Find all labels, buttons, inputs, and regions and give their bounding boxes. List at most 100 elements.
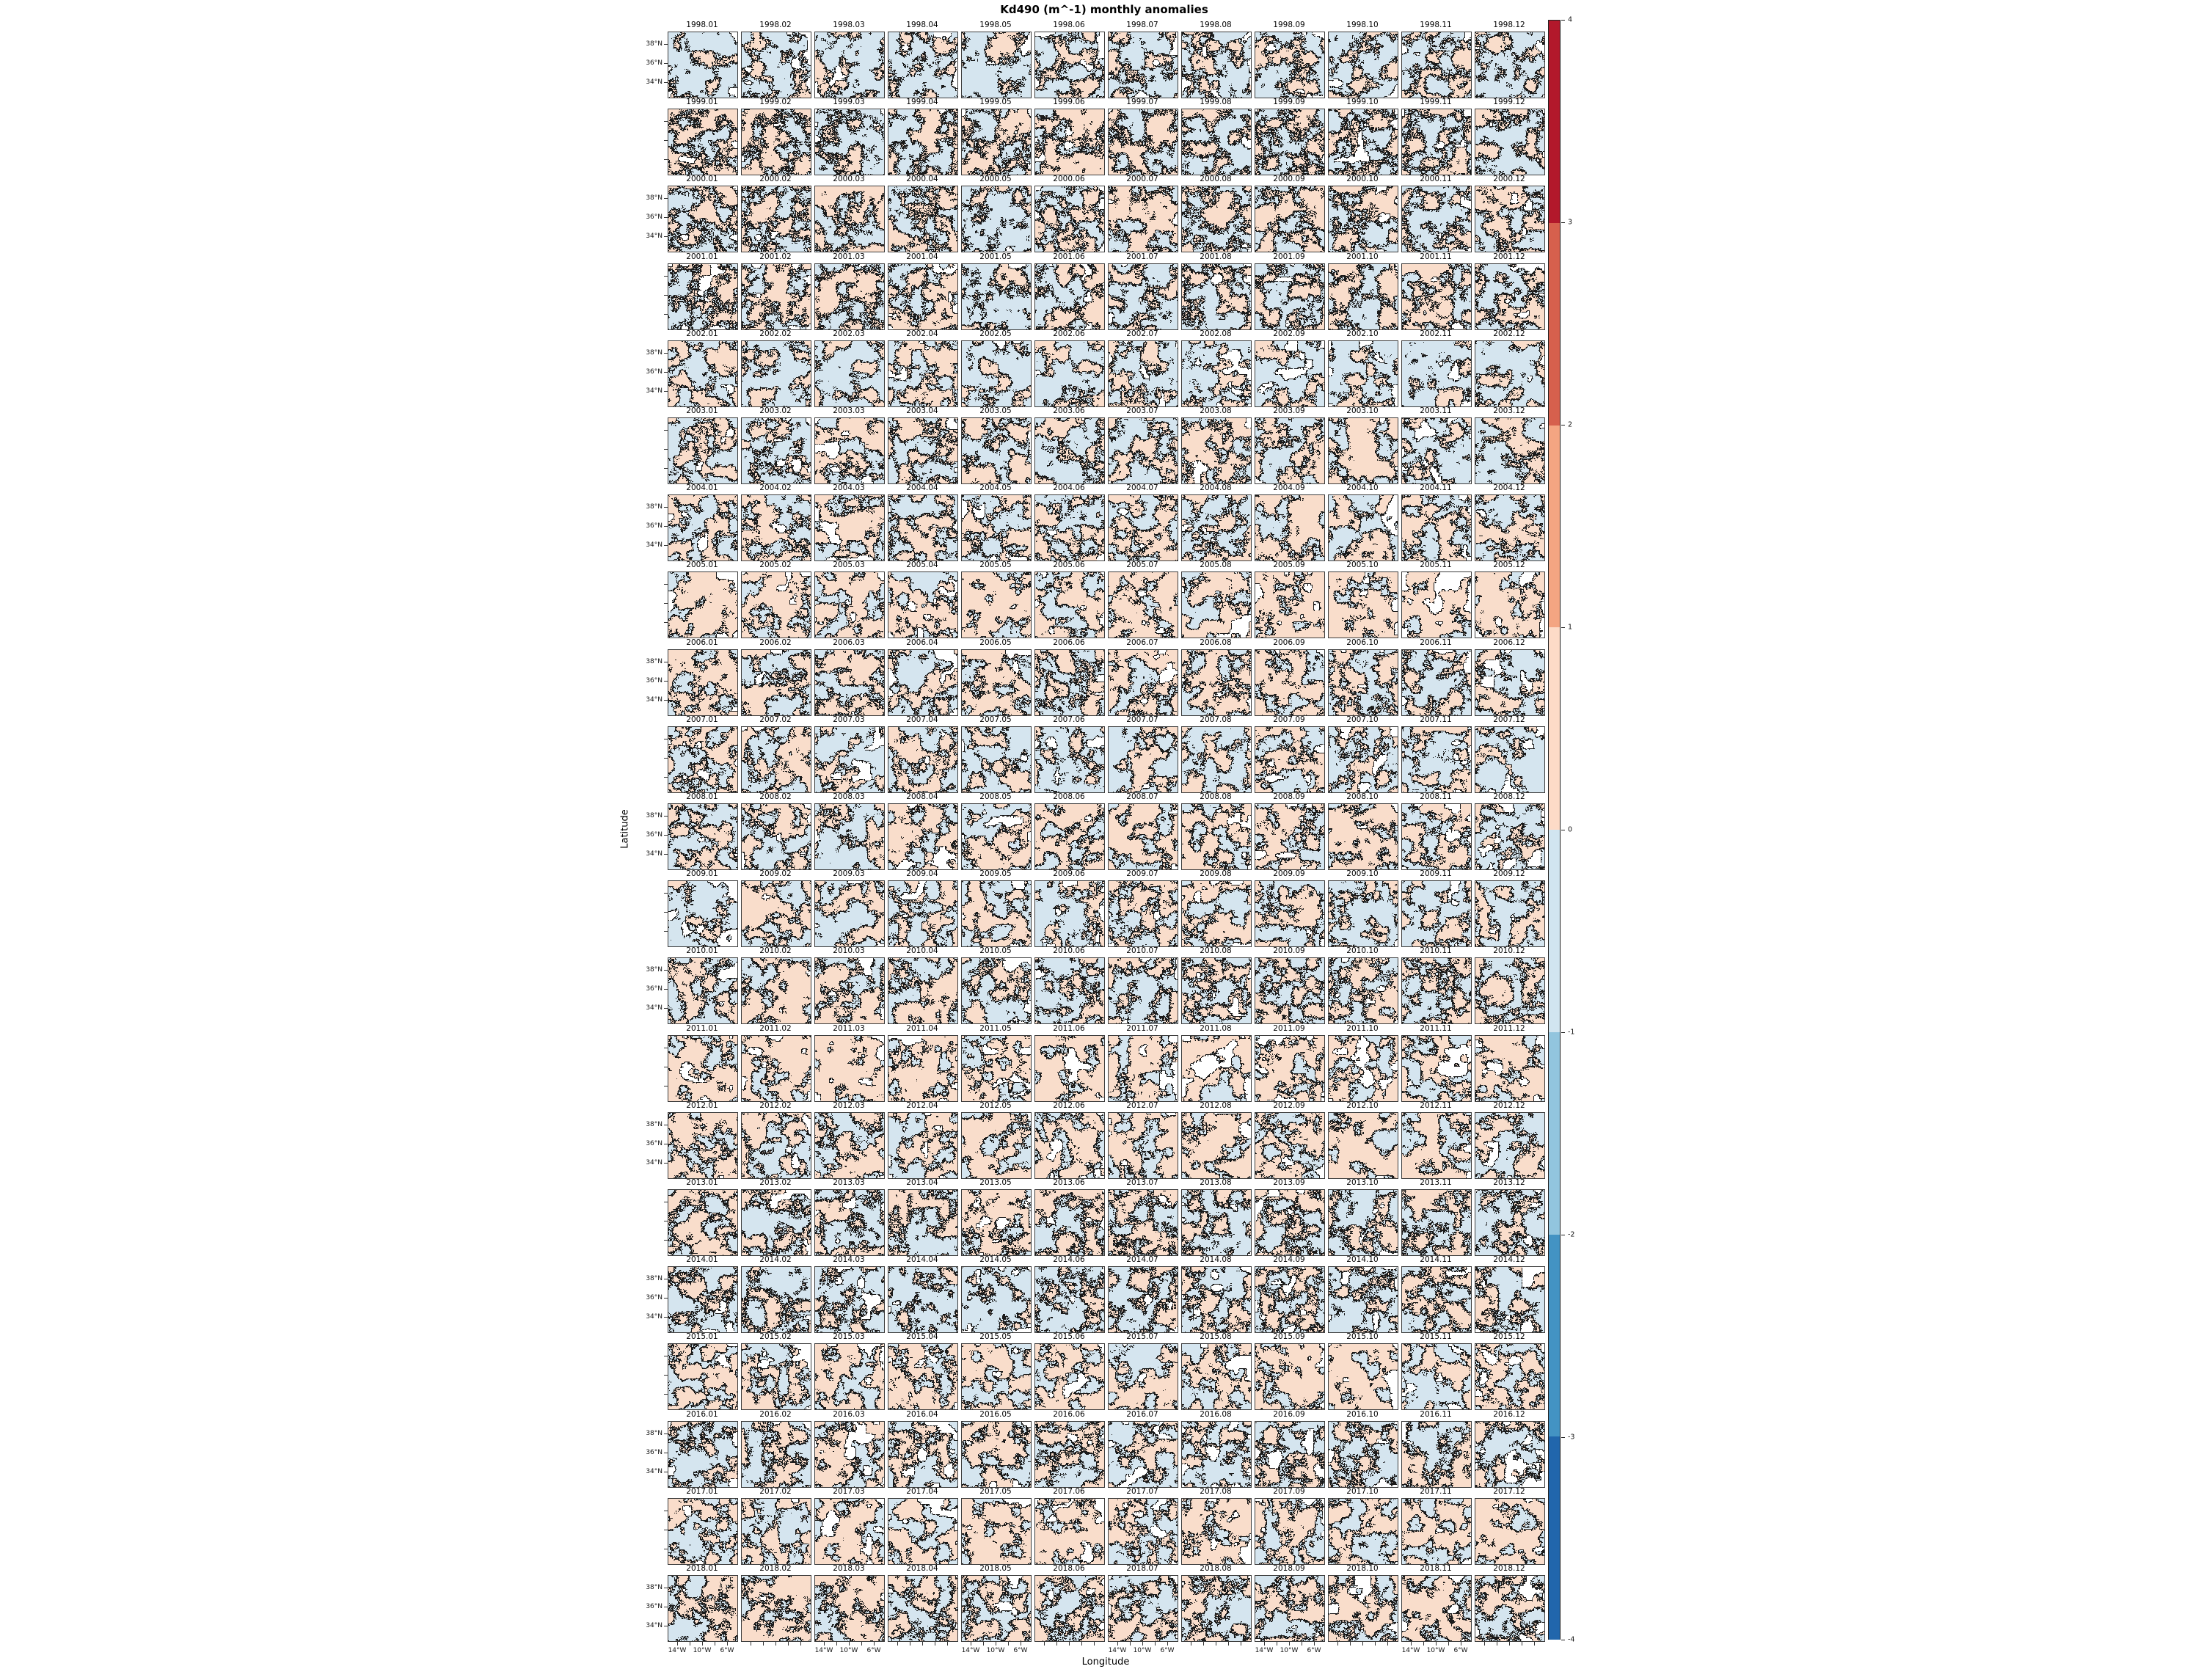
facet-cell-2013.01: 2013.01 — [664, 1177, 738, 1256]
lon-tick-label: 14°W — [1255, 1647, 1274, 1654]
facet-cell-2002.08: 2002.08 — [1181, 329, 1252, 407]
anomaly-map-2003.10 — [1328, 417, 1398, 484]
panel-title: 2008.08 — [1200, 792, 1232, 801]
anomaly-map-2007.05 — [961, 726, 1032, 793]
panel-title: 2018.05 — [979, 1564, 1012, 1573]
panel-title: 2002.05 — [979, 329, 1012, 338]
facet-cell-2002.04: 2002.04 — [888, 329, 958, 407]
panel-title: 2005.02 — [759, 560, 792, 570]
facet-cell-1998.05: 1998.05 — [961, 20, 1032, 98]
anomaly-map-2013.11 — [1401, 1189, 1472, 1256]
panel-title: 2012.09 — [1273, 1100, 1305, 1110]
panel-title: 2007.04 — [906, 715, 938, 724]
lon-tick-label: 14°W — [961, 1647, 980, 1654]
panel-title: 2012.02 — [759, 1100, 792, 1110]
anomaly-map-2010.12 — [1475, 957, 1545, 1025]
lat-tick — [664, 816, 668, 817]
lon-tick — [1264, 1642, 1265, 1646]
anomaly-map-1998.11 — [1401, 32, 1472, 98]
panel-title: 1998.11 — [1420, 21, 1452, 29]
anomaly-map-1998.08 — [1181, 32, 1252, 98]
panel-title: 1999.03 — [833, 98, 865, 107]
anomaly-map-2010.05 — [961, 957, 1032, 1025]
anomaly-map-2011.04 — [888, 1034, 958, 1102]
facet-cell-2002.09: 2002.09 — [1255, 329, 1325, 407]
y-axis-label: Latitude — [619, 809, 631, 849]
panel-title: 2014.11 — [1420, 1255, 1452, 1265]
lat-tick-label: 38°N — [646, 1584, 663, 1591]
facet-cell-2005.01: 2005.01 — [664, 560, 738, 639]
facet-cell-2011.08: 2011.08 — [1181, 1023, 1252, 1102]
panel-title: 2007.01 — [686, 715, 718, 724]
anomaly-map-2009.03 — [814, 880, 885, 948]
panel-title: 2007.07 — [1126, 715, 1158, 724]
facet-cell-1999.08: 1999.08 — [1181, 97, 1252, 176]
facet-cell-2011.10: 2011.10 — [1328, 1023, 1398, 1102]
facet-cell-2012.04: 2012.04 — [888, 1100, 958, 1179]
anomaly-map-2003.08 — [1181, 417, 1252, 484]
anomaly-map-2008.11 — [1401, 803, 1472, 870]
anomaly-map-2010.11 — [1401, 957, 1472, 1025]
panel-title: 2018.04 — [906, 1564, 938, 1573]
lon-tick — [702, 1642, 703, 1646]
anomaly-map-2009.09 — [1255, 880, 1325, 948]
panel-title: 2018.02 — [759, 1564, 792, 1573]
panel-title: 2009.09 — [1273, 869, 1305, 879]
panel-title: 2010.08 — [1200, 946, 1232, 956]
facet-cell-2009.01: 2009.01 — [664, 869, 738, 948]
panel-title: 1998.02 — [759, 21, 792, 29]
lat-tick-label: 38°N — [646, 40, 663, 48]
panel-title: 2006.10 — [1346, 638, 1379, 647]
facet-cell-2009.02: 2009.02 — [741, 869, 811, 948]
panel-title: 2001.05 — [979, 252, 1012, 261]
facet-cell-2011.09: 2011.09 — [1255, 1023, 1325, 1102]
facet-cell-2010.09: 2010.09 — [1255, 946, 1325, 1025]
colorbar-tick — [1561, 222, 1565, 223]
anomaly-map-2016.02 — [741, 1420, 811, 1488]
anomaly-map-2005.07 — [1108, 571, 1178, 639]
anomaly-map-2016.11 — [1401, 1420, 1472, 1488]
panel-title: 2012.07 — [1126, 1100, 1158, 1110]
lat-tick — [664, 63, 668, 64]
facet-cell-2006.05: 2006.05 — [961, 638, 1032, 716]
panel-title: 1998.06 — [1053, 21, 1085, 29]
facet-cell-2003.04: 2003.04 — [888, 406, 958, 484]
facet-cell-2009.12: 2009.12 — [1475, 869, 1545, 948]
facet-cell-2018.06: 2018.06 — [1034, 1563, 1105, 1646]
lat-tick-label: 36°N — [646, 213, 663, 222]
panel-title: 2017.08 — [1200, 1486, 1232, 1496]
facet-cell-2017.09: 2017.09 — [1255, 1486, 1325, 1565]
facet-cell-2014.10: 2014.10 — [1328, 1254, 1398, 1334]
anomaly-map-2012.12 — [1475, 1111, 1545, 1179]
panel-title: 2015.11 — [1420, 1332, 1452, 1342]
facet-cell-2012.01: 2012.01 38°N 36°N 34°N — [646, 1100, 738, 1179]
anomaly-map-1998.09 — [1255, 32, 1325, 98]
panel-title: 2015.10 — [1346, 1332, 1379, 1342]
anomaly-map-2017.08 — [1181, 1497, 1252, 1565]
facet-cell-2005.07: 2005.07 — [1108, 560, 1178, 639]
anomaly-map-2013.01 — [668, 1189, 738, 1256]
lat-tick-label: 36°N — [646, 1139, 663, 1147]
facet-cell-2002.01: 2002.01 38°N 36°N 34°N — [646, 329, 738, 407]
facet-cell-1998.09: 1998.09 — [1255, 20, 1325, 98]
panel-title: 2016.11 — [1420, 1409, 1452, 1419]
facet-cell-2013.12: 2013.12 — [1475, 1177, 1545, 1256]
anomaly-map-2015.12 — [1475, 1343, 1545, 1411]
panel-title: 2014.09 — [1273, 1255, 1305, 1265]
lat-tick-label: 36°N — [646, 522, 663, 530]
anomaly-map-2009.01 — [668, 880, 738, 948]
panel-title: 2006.11 — [1420, 638, 1452, 647]
facet-cell-2000.09: 2000.09 — [1255, 174, 1325, 253]
lon-tick — [1094, 1642, 1095, 1646]
anomaly-map-2014.10 — [1328, 1266, 1398, 1334]
anomaly-map-2018.03 — [814, 1575, 885, 1642]
anomaly-map-1999.02 — [741, 109, 811, 176]
panel-title: 2008.11 — [1420, 792, 1452, 801]
facet-cell-2005.04: 2005.04 — [888, 560, 958, 639]
anomaly-map-2011.12 — [1475, 1034, 1545, 1102]
anomaly-map-2009.11 — [1401, 880, 1472, 948]
facet-cell-2010.03: 2010.03 — [814, 946, 885, 1025]
panel-title: 2004.06 — [1053, 483, 1085, 493]
panel-title: 2014.08 — [1200, 1255, 1232, 1265]
anomaly-map-2004.04 — [888, 494, 958, 562]
